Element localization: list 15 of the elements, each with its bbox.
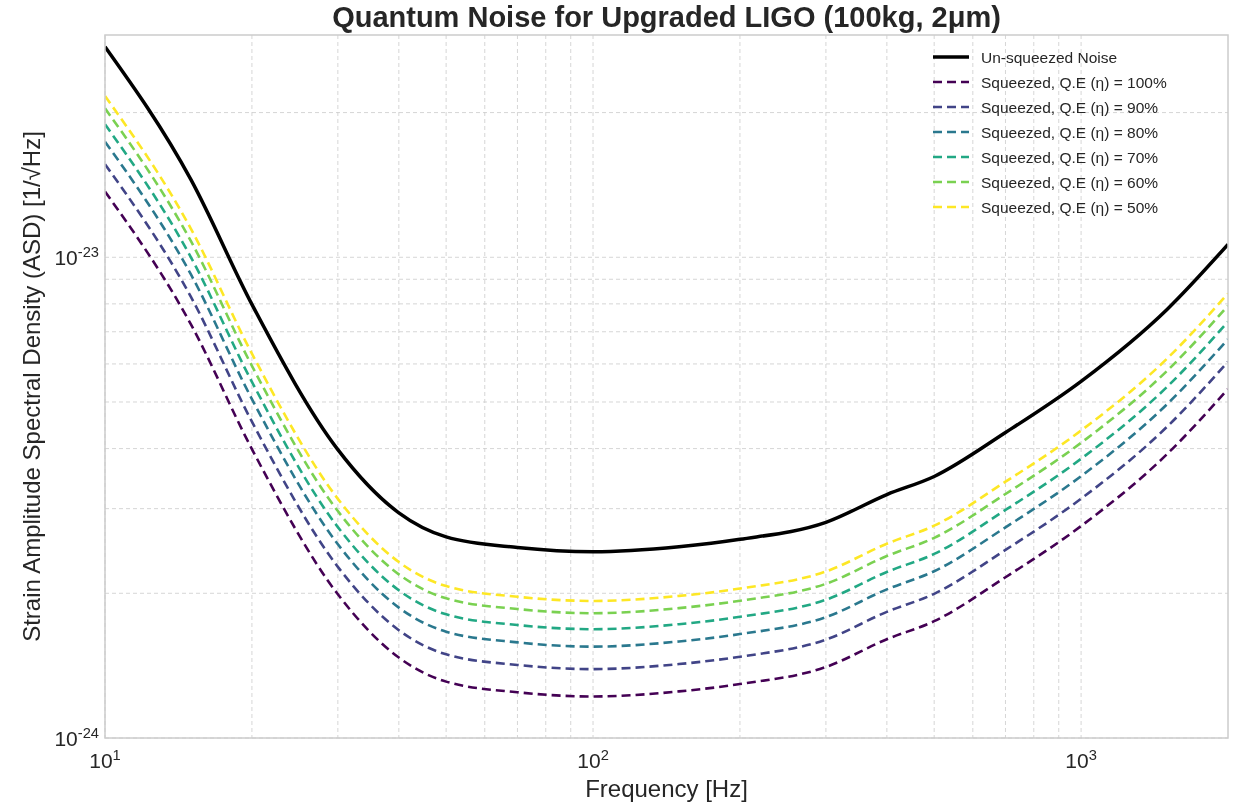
x-tick-label: 10$^{1}$ bbox=[89, 747, 121, 772]
x-tick-label: 10$^{3}$ bbox=[1065, 747, 1097, 772]
legend-label: Squeezed, Q.E (η) = 100% bbox=[981, 74, 1167, 91]
x-axis-title: Frequency [Hz] bbox=[585, 775, 748, 802]
chart-title: Quantum Noise for Upgraded LIGO (100kg, 2μm) bbox=[332, 1, 1001, 33]
legend-label: Un-squeezed Noise bbox=[981, 49, 1118, 66]
legend-label: Squeezed, Q.E (η) = 50% bbox=[981, 199, 1159, 216]
y-tick-label: 10$^{-24}$ bbox=[54, 725, 99, 750]
x-tick-label: 10$^{2}$ bbox=[577, 747, 609, 772]
legend-label: Squeezed, Q.E (η) = 80% bbox=[981, 124, 1159, 141]
legend-label: Squeezed, Q.E (η) = 60% bbox=[981, 174, 1159, 191]
y-axis-title: Strain Amplitude Spectral Density (ASD) [1/√Hz] bbox=[18, 131, 45, 642]
legend-label: Squeezed, Q.E (η) = 70% bbox=[981, 149, 1159, 166]
y-tick-label: 10$^{-23}$ bbox=[54, 244, 99, 270]
legend-label: Squeezed, Q.E (η) = 90% bbox=[981, 99, 1159, 116]
